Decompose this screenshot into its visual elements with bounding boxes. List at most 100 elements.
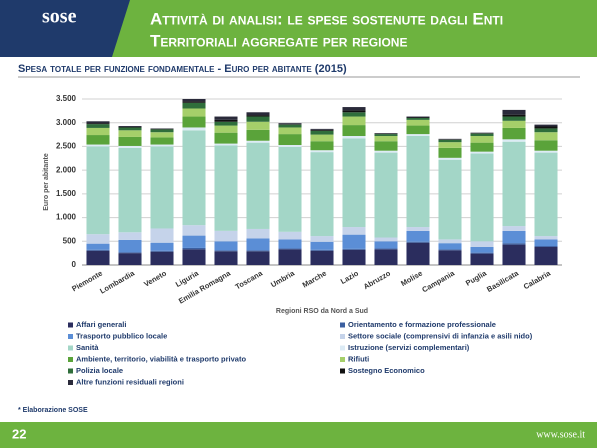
bar-segment	[214, 116, 238, 120]
bar-segment	[310, 241, 334, 250]
bar-segment	[534, 128, 558, 133]
bar-segment	[374, 152, 398, 238]
bar-segment	[182, 225, 206, 236]
bar-segment	[214, 251, 238, 265]
bar-segment	[86, 124, 110, 128]
bar-segment	[406, 117, 430, 120]
bar-segment	[406, 227, 430, 231]
legend-label: Ambiente, territorio, viabilità e traspo…	[76, 354, 246, 363]
bar-segment	[374, 134, 398, 136]
bar-segment	[214, 230, 238, 242]
bar-segment	[118, 130, 142, 137]
bar-segment	[118, 145, 142, 148]
legend-swatch	[340, 322, 345, 328]
bar-segment	[246, 250, 270, 252]
x-tick-label: Lazio	[339, 268, 360, 286]
bar-segment	[182, 249, 206, 265]
bar-segment	[470, 151, 494, 154]
bar-segment	[342, 234, 366, 249]
bar-segment	[342, 227, 366, 235]
legend-swatch	[68, 380, 73, 385]
y-tick-label: 2.000	[56, 165, 77, 174]
bar-segment	[86, 121, 110, 124]
bar-segment	[534, 140, 558, 151]
bar-segment	[182, 108, 206, 117]
footnote: * Elaborazione SOSE	[18, 407, 88, 414]
bar-segment	[278, 231, 302, 240]
bar-segment	[246, 112, 270, 116]
x-tick-label: Veneto	[142, 268, 168, 288]
bar-segment	[86, 135, 110, 145]
bar-segment	[86, 250, 110, 265]
bar-segment	[214, 145, 238, 231]
x-tick-label: Puglia	[464, 268, 489, 287]
bar-segment	[278, 127, 302, 135]
bar-segment	[342, 138, 366, 228]
legend-swatch	[68, 334, 73, 339]
bar-segment	[278, 239, 302, 249]
legend-swatch	[68, 345, 73, 351]
bar-segment	[406, 134, 430, 136]
bar-segment	[534, 124, 558, 127]
bar-segment	[214, 125, 238, 133]
legend-label: Rifiuti	[348, 354, 369, 363]
bar-segment	[342, 110, 366, 113]
bar-segment	[182, 101, 206, 103]
bar-segment	[278, 146, 302, 232]
legend-label: Trasporto pubblico locale	[76, 331, 167, 340]
bar-segment	[86, 243, 110, 250]
legend-swatch	[340, 345, 345, 351]
legend-swatch	[340, 368, 345, 374]
bar-segment	[214, 132, 238, 144]
legend-swatch	[340, 334, 345, 339]
bar-segment	[502, 120, 526, 128]
bar-segment	[438, 139, 462, 143]
y-tick-label: 500	[63, 236, 77, 245]
bar-segment	[438, 243, 462, 250]
bar-segment	[278, 123, 302, 125]
bar-segment	[406, 119, 430, 126]
bar-segment	[182, 102, 206, 109]
bar-segment	[342, 112, 366, 117]
bar-segment	[246, 228, 270, 239]
bar-segment	[534, 246, 558, 247]
bar-segment	[374, 237, 398, 242]
x-tick-label: Molise	[399, 269, 424, 288]
bar-segment	[534, 239, 558, 247]
bar-segment	[342, 135, 366, 139]
legend-label: Affari generali	[76, 320, 126, 329]
legend-swatch	[68, 322, 73, 328]
page-number: 22	[12, 426, 26, 441]
bar-segment	[374, 241, 398, 249]
x-tick-label: Basilicata	[485, 268, 521, 294]
bar-segment	[150, 250, 174, 252]
bar-segment	[502, 116, 526, 121]
bar-segment	[470, 135, 494, 143]
bar-segment	[470, 153, 494, 242]
bar-segment	[342, 125, 366, 136]
plot: 05001.0001.5002.0002.5003.0003.500Piemon…	[56, 94, 562, 386]
bar-segment	[502, 114, 526, 117]
bar-segment	[310, 249, 334, 251]
bar-segment	[406, 230, 430, 242]
legend-label: Orientamento e formazione professionale	[348, 320, 496, 329]
bar-segment	[374, 135, 398, 142]
bar-segment	[310, 134, 334, 142]
bar-segment	[502, 244, 526, 265]
x-tick-label: Calabria	[522, 268, 553, 291]
bar-segment	[182, 127, 206, 131]
x-tick-label: Toscana	[234, 268, 265, 291]
bar-segment	[150, 146, 174, 229]
bar-segment	[278, 134, 302, 146]
logo-block	[0, 0, 130, 57]
bar-segment	[534, 126, 558, 129]
bar-segment	[246, 129, 270, 141]
bar-segment	[438, 249, 462, 251]
bar-segment	[150, 251, 174, 265]
bar-segment	[534, 132, 558, 141]
bar-segment	[310, 150, 334, 153]
bar-segment	[310, 152, 334, 237]
bar-segment	[502, 141, 526, 227]
bar-segment	[214, 119, 238, 122]
